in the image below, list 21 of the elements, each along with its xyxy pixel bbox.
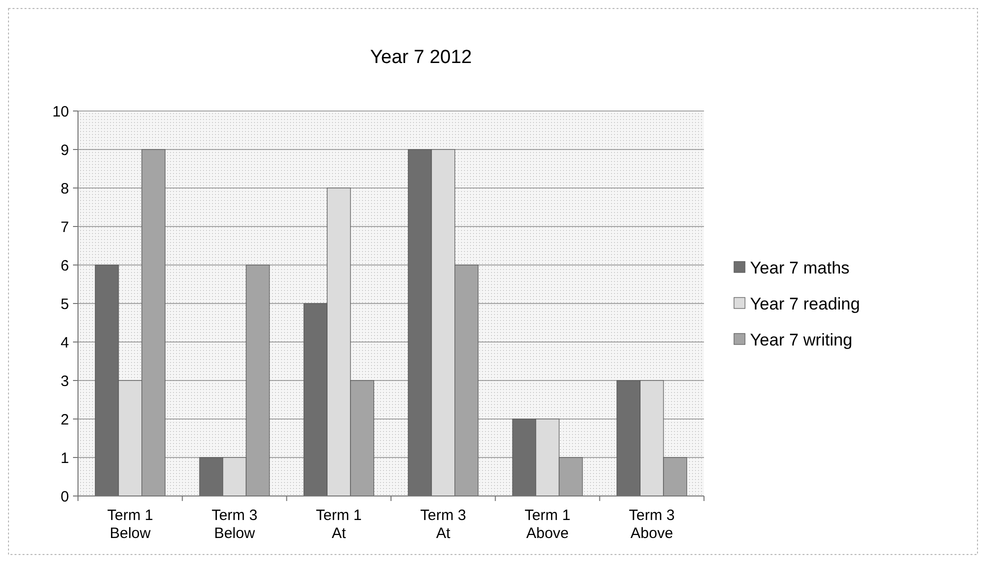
y-tick-label: 6 [60,257,69,274]
y-tick-label: 2 [60,411,69,428]
x-tick-label: Term 3 At [420,507,466,542]
y-tick-label: 3 [60,372,69,390]
y-tick-label: 7 [60,218,69,236]
y-tick-label: 0 [60,488,69,506]
chart-title: Year 7 2012 [370,47,472,68]
y-tick-label: 8 [60,180,69,198]
y-tick-label: 10 [52,103,69,120]
y-tick-label: 1 [60,450,69,467]
y-tick-label: 9 [60,142,69,159]
x-tick-label: Term 1 At [316,507,362,542]
x-tick-label: Term 3 Above [628,507,675,542]
y-tick-label: 4 [60,334,69,352]
legend-label: Year 7 reading [750,294,860,314]
y-tick-label: 5 [60,296,69,313]
legend-label: Year 7 maths [750,258,850,278]
x-tick-label: Term 1 Below [107,507,154,542]
legend-label: Year 7 writing [750,330,852,350]
x-tick-label: Term 1 Above [524,507,570,542]
x-tick-label: Term 3 Below [212,507,258,542]
